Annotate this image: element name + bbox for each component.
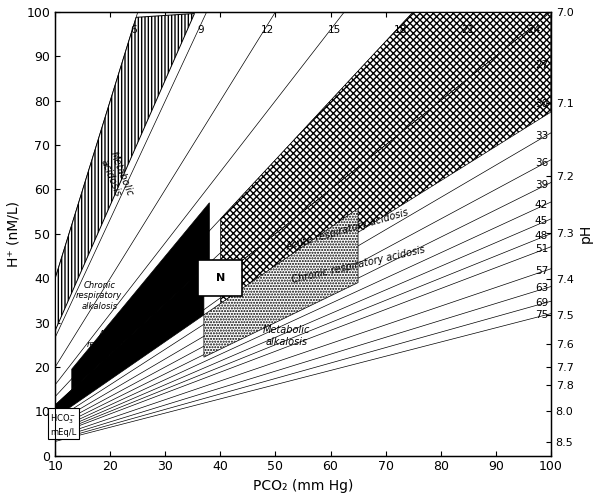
Text: 15: 15 <box>328 26 341 36</box>
Text: 12: 12 <box>260 26 274 36</box>
Text: 42: 42 <box>535 200 548 209</box>
Text: 21: 21 <box>461 26 474 36</box>
Text: Chronic respiratory acidosis: Chronic respiratory acidosis <box>290 244 425 285</box>
Text: 51: 51 <box>535 244 548 254</box>
Text: 27: 27 <box>535 60 548 70</box>
Text: 75: 75 <box>535 310 548 320</box>
Text: N: N <box>216 273 225 283</box>
Text: Metabolic
acidosis: Metabolic acidosis <box>97 150 134 202</box>
Text: 45: 45 <box>535 216 548 226</box>
Polygon shape <box>204 208 358 357</box>
Text: Metabolic
alkalosis: Metabolic alkalosis <box>263 325 310 346</box>
Y-axis label: H⁺ (nM/L): H⁺ (nM/L) <box>7 201 21 267</box>
Polygon shape <box>220 12 551 278</box>
Text: 6: 6 <box>130 26 137 36</box>
Polygon shape <box>72 202 209 390</box>
Text: 48: 48 <box>535 231 548 241</box>
Polygon shape <box>55 14 194 330</box>
Text: Chronic
respiratory
alkalosis: Chronic respiratory alkalosis <box>76 281 122 311</box>
Text: HCO$_3^-$
mEq/L: HCO$_3^-$ mEq/L <box>50 412 77 436</box>
Text: 33: 33 <box>535 131 548 141</box>
Text: 69: 69 <box>535 298 548 308</box>
Text: Acute respiratory acidosis: Acute respiratory acidosis <box>284 207 410 252</box>
Text: 57: 57 <box>535 266 548 276</box>
Text: 18: 18 <box>394 26 407 36</box>
Text: 36: 36 <box>535 158 548 168</box>
Text: Acute
respiratory
alkalosis: Acute respiratory alkalosis <box>87 330 133 360</box>
Polygon shape <box>199 260 242 296</box>
Polygon shape <box>55 268 204 418</box>
Y-axis label: pH: pH <box>579 224 593 244</box>
Text: 39: 39 <box>535 180 548 190</box>
Text: 24: 24 <box>527 26 541 36</box>
Polygon shape <box>220 12 551 318</box>
Text: 9: 9 <box>197 26 204 36</box>
Text: 30: 30 <box>535 99 548 109</box>
X-axis label: PCO₂ (mm Hg): PCO₂ (mm Hg) <box>253 479 353 493</box>
Text: 63: 63 <box>535 284 548 294</box>
